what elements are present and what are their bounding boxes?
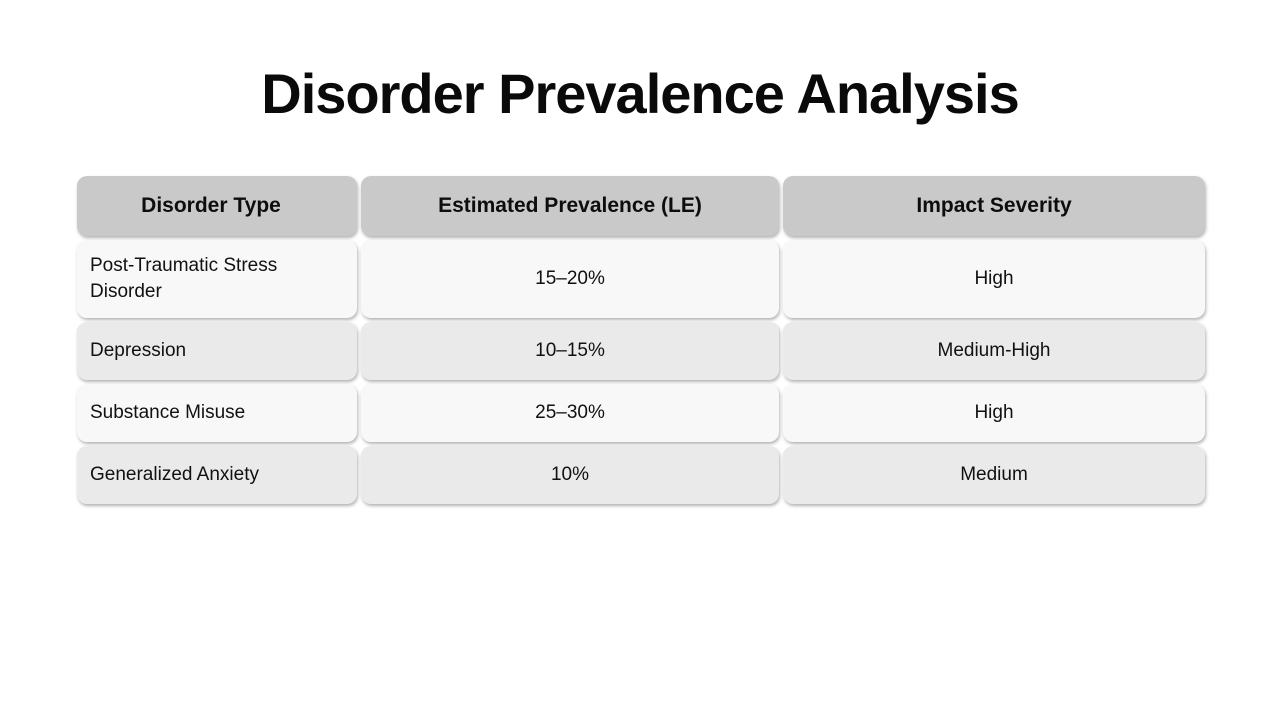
cell-disorder-depression: Depression xyxy=(77,322,357,380)
cell-prevalence-substance-misuse: 25–30% xyxy=(361,384,779,442)
cell-severity-generalized-anxiety: Medium xyxy=(783,446,1205,504)
header-cell-disorder-type: Disorder Type xyxy=(77,176,357,236)
cell-disorder-substance-misuse: Substance Misuse xyxy=(77,384,357,442)
cell-severity-substance-misuse: High xyxy=(783,384,1205,442)
page-title: Disorder Prevalence Analysis xyxy=(261,62,1019,125)
header-cell-impact-severity: Impact Severity xyxy=(783,176,1205,236)
cell-severity-ptsd: High xyxy=(783,240,1205,318)
cell-prevalence-ptsd: 15–20% xyxy=(361,240,779,318)
cell-disorder-generalized-anxiety: Generalized Anxiety xyxy=(77,446,357,504)
cell-prevalence-generalized-anxiety: 10% xyxy=(361,446,779,504)
header-cell-estimated-prevalence: Estimated Prevalence (LE) xyxy=(361,176,779,236)
cell-disorder-ptsd: Post-Traumatic Stress Disorder xyxy=(77,240,357,318)
prevalence-table: Disorder Type Estimated Prevalence (LE) … xyxy=(77,176,1205,504)
cell-severity-depression: Medium-High xyxy=(783,322,1205,380)
cell-prevalence-depression: 10–15% xyxy=(361,322,779,380)
